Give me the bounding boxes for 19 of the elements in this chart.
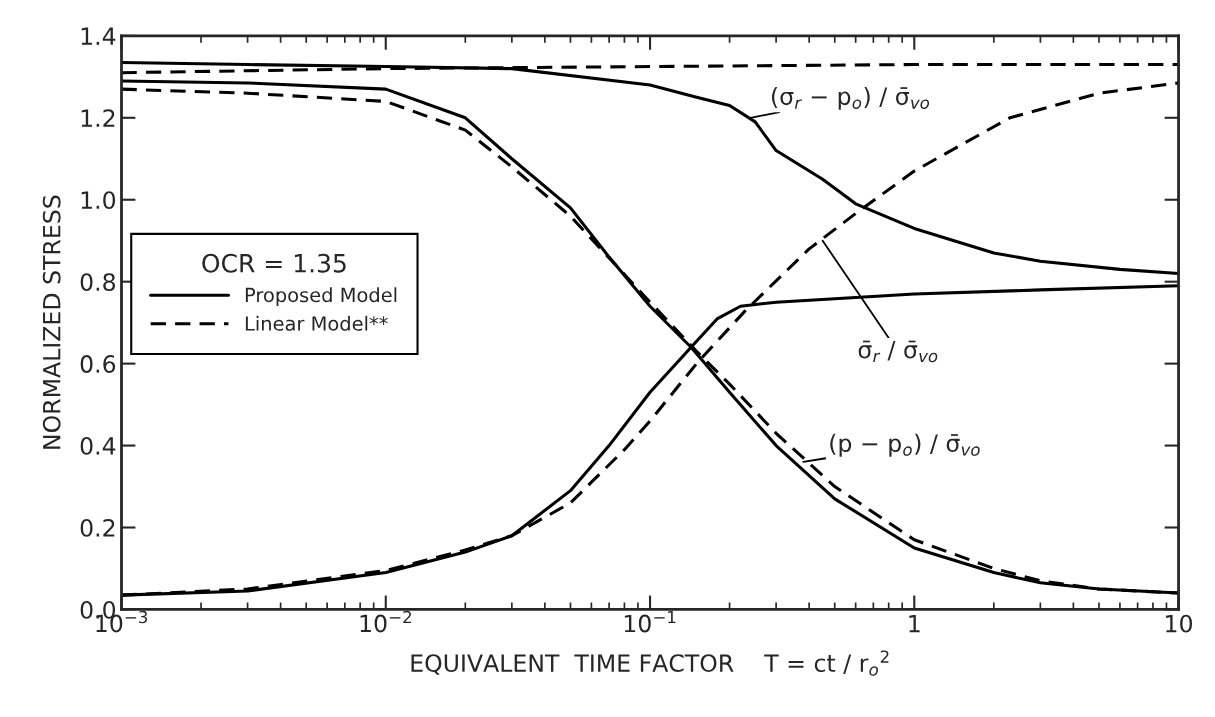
y-tick-label: 0.6 bbox=[80, 355, 116, 373]
annotation: (σ$_{r}$ − p$_{o}$) / σ̄$_{vo}$ bbox=[771, 86, 930, 110]
x-tick-label: 1 bbox=[909, 615, 920, 633]
legend-label: Proposed Model bbox=[245, 287, 397, 307]
x-tick-label: 10$^{−1}$ bbox=[624, 611, 676, 633]
legend-label: Linear Model** bbox=[245, 315, 388, 331]
y-tick-label: 0.4 bbox=[80, 437, 116, 455]
annotation: σ̄$_{r}$ / σ̄$_{vo}$ bbox=[858, 340, 938, 363]
x-tick-label: 10 bbox=[1166, 614, 1192, 633]
x-tick-label: 10$^{−2}$ bbox=[360, 610, 411, 633]
y-tick-label: 1.0 bbox=[81, 191, 116, 210]
legend-title: OCR = 1.35 bbox=[202, 253, 346, 273]
annotation: (p − p$_{o}$) / σ̄$_{vo}$ bbox=[830, 433, 980, 457]
y-tick-label: 0.2 bbox=[80, 518, 115, 537]
y-tick-label: 1.2 bbox=[81, 109, 115, 127]
x-axis-title: EQUIVALENT TIME FACTOR T = ct / r$_{o}$$^{2}$ bbox=[411, 650, 889, 676]
y-tick-label: 1.4 bbox=[81, 27, 116, 45]
y-tick-label: 0.8 bbox=[80, 273, 116, 291]
y-axis-title: NORMALIZED STRESS bbox=[42, 195, 61, 449]
